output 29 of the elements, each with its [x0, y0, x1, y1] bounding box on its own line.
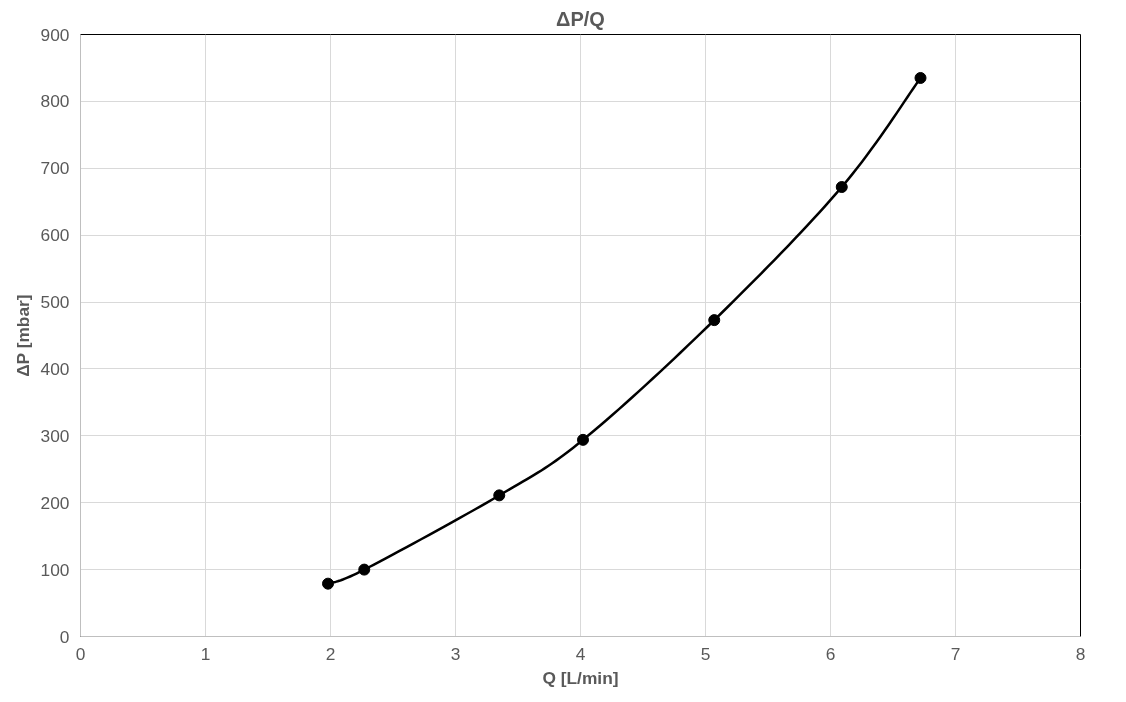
- point: [914, 71, 927, 84]
- y-tick-label: 500: [40, 292, 70, 313]
- point: [835, 181, 848, 193]
- x-tick-label: 6: [825, 643, 836, 664]
- x-axis-title: Q [L/min]: [542, 667, 619, 688]
- x-tick-label: 2: [325, 643, 336, 664]
- y-tick-label: 0: [59, 626, 70, 647]
- y-tick-label: 800: [40, 91, 70, 112]
- x-tick-label: 8: [1075, 643, 1086, 664]
- x-tick-label: 7: [950, 643, 961, 664]
- x-tick-label: 0: [75, 643, 86, 664]
- y-tick-label: 600: [40, 225, 70, 246]
- x-tick-label: 3: [450, 643, 461, 664]
- x-tick-label: 1: [200, 643, 211, 664]
- y-tick-label: 900: [40, 24, 70, 45]
- chart-title: ΔP/Q: [556, 7, 605, 30]
- y-tick-label: 200: [40, 492, 70, 513]
- point: [358, 563, 371, 576]
- y-tick-label: 100: [40, 559, 70, 580]
- x-tick-label: 4: [575, 643, 586, 664]
- y-tick-label: 400: [40, 358, 70, 379]
- x-tick-label: 5: [700, 643, 711, 664]
- point: [708, 314, 721, 327]
- point: [493, 489, 506, 502]
- y-tick-label: 300: [40, 425, 70, 446]
- y-tick-label: 700: [40, 158, 70, 179]
- point: [577, 433, 589, 446]
- y-axis-title: ΔP [mbar]: [12, 294, 33, 377]
- point: [322, 577, 334, 590]
